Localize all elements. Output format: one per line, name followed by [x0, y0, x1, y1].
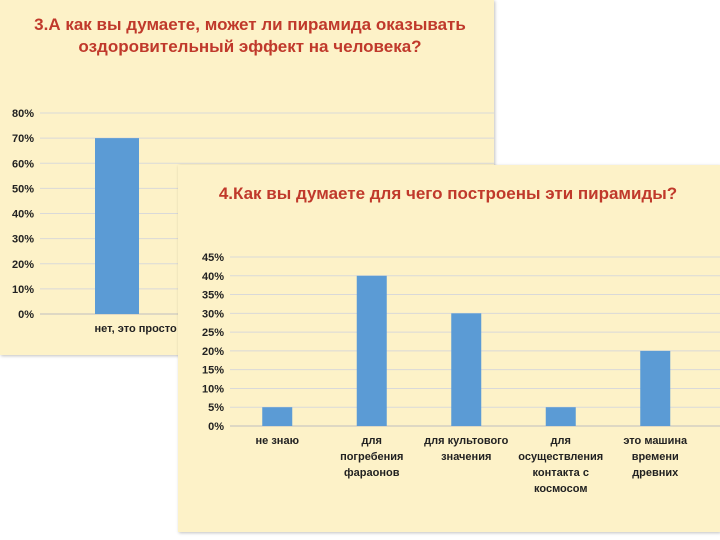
y-tick-label: 40%	[12, 209, 34, 221]
chart-title: 4.Как вы думаете для чего построены эти …	[218, 184, 678, 203]
y-tick-label: 0%	[18, 309, 34, 321]
y-tick-label: 30%	[12, 234, 34, 246]
y-tick-label: 40%	[202, 271, 224, 283]
y-tick-label: 45%	[202, 252, 224, 264]
bar	[545, 407, 576, 426]
y-tick-label: 50%	[12, 183, 34, 195]
chart-title: 3.А как вы думаете, может ли пирамида ок…	[34, 15, 466, 57]
bar	[640, 350, 671, 426]
y-tick-label: 5%	[208, 402, 224, 414]
x-category-label: осуществления	[518, 451, 603, 463]
y-tick-label: 70%	[12, 133, 34, 145]
bar	[451, 313, 482, 426]
y-tick-label: 60%	[12, 158, 34, 170]
y-tick-label: 35%	[202, 290, 224, 302]
y-tick-label: 80%	[12, 108, 34, 120]
y-tick-label: 20%	[12, 259, 34, 271]
bar	[356, 275, 387, 426]
x-category-label: древних	[632, 467, 679, 479]
x-category-label: контакта с	[533, 467, 589, 479]
y-tick-label: 10%	[12, 284, 34, 296]
x-category-label: для культового	[424, 435, 508, 447]
x-category-label: фараонов	[344, 467, 400, 479]
x-category-label: это машина	[623, 435, 688, 447]
chart-panel-pyramid-purpose: 4.Как вы думаете для чего построены эти …	[178, 165, 720, 532]
y-tick-label: 20%	[202, 346, 224, 358]
y-tick-label: 25%	[202, 327, 224, 339]
x-category-label: времени	[632, 451, 679, 463]
chart-pyramid-purpose: 0% 5% 10% 15% 20% 25% 30% 35% 40% 45% не знаю для по…	[202, 252, 720, 495]
y-tick-label: 0%	[208, 421, 224, 433]
x-category-label: для	[551, 435, 571, 447]
y-tick-label: 15%	[202, 365, 224, 377]
y-tick-label: 10%	[202, 383, 224, 395]
x-category-label: для	[362, 435, 382, 447]
bar	[95, 138, 139, 314]
y-tick-label: 30%	[202, 308, 224, 320]
x-category-label: не знаю	[256, 435, 299, 447]
bar	[262, 407, 293, 426]
x-category-label: значения	[441, 451, 491, 463]
x-category-label: космосом	[534, 483, 587, 495]
x-category-label: погребения	[340, 451, 403, 463]
